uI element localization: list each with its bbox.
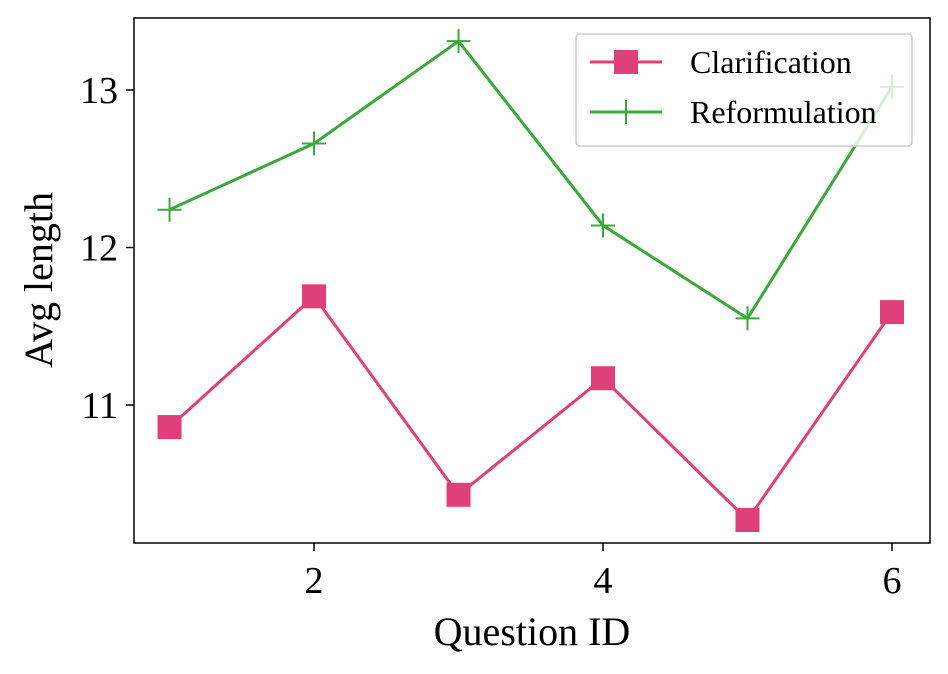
marker: [879, 300, 904, 325]
series-line: [168, 39, 894, 321]
legend-marker: [614, 50, 638, 74]
y-tick-label: 12: [80, 228, 118, 270]
legend-marker: [614, 100, 638, 124]
marker: [735, 306, 760, 331]
x-tick-label: 2: [305, 560, 324, 602]
marker: [446, 29, 471, 54]
marker: [591, 366, 616, 391]
legend-label: Reformulation: [690, 94, 877, 130]
y-axis-label: Avg length: [16, 192, 61, 368]
x-tick-label: 4: [594, 560, 613, 602]
marker: [157, 197, 182, 222]
marker: [735, 508, 760, 533]
legend-label: Clarification: [690, 44, 852, 80]
x-tick-label: 6: [882, 560, 901, 602]
y-tick-label: 11: [81, 385, 118, 427]
marker: [302, 284, 327, 309]
series-line: [168, 294, 894, 523]
marker: [157, 415, 182, 440]
plot-frame: [133, 17, 931, 544]
marker: [302, 131, 327, 156]
legend: Clarification Reformulation: [575, 33, 913, 147]
x-axis-label: Question ID: [434, 609, 631, 654]
marker: [591, 213, 616, 238]
marker: [446, 482, 471, 507]
y-tick-label: 13: [80, 70, 118, 112]
